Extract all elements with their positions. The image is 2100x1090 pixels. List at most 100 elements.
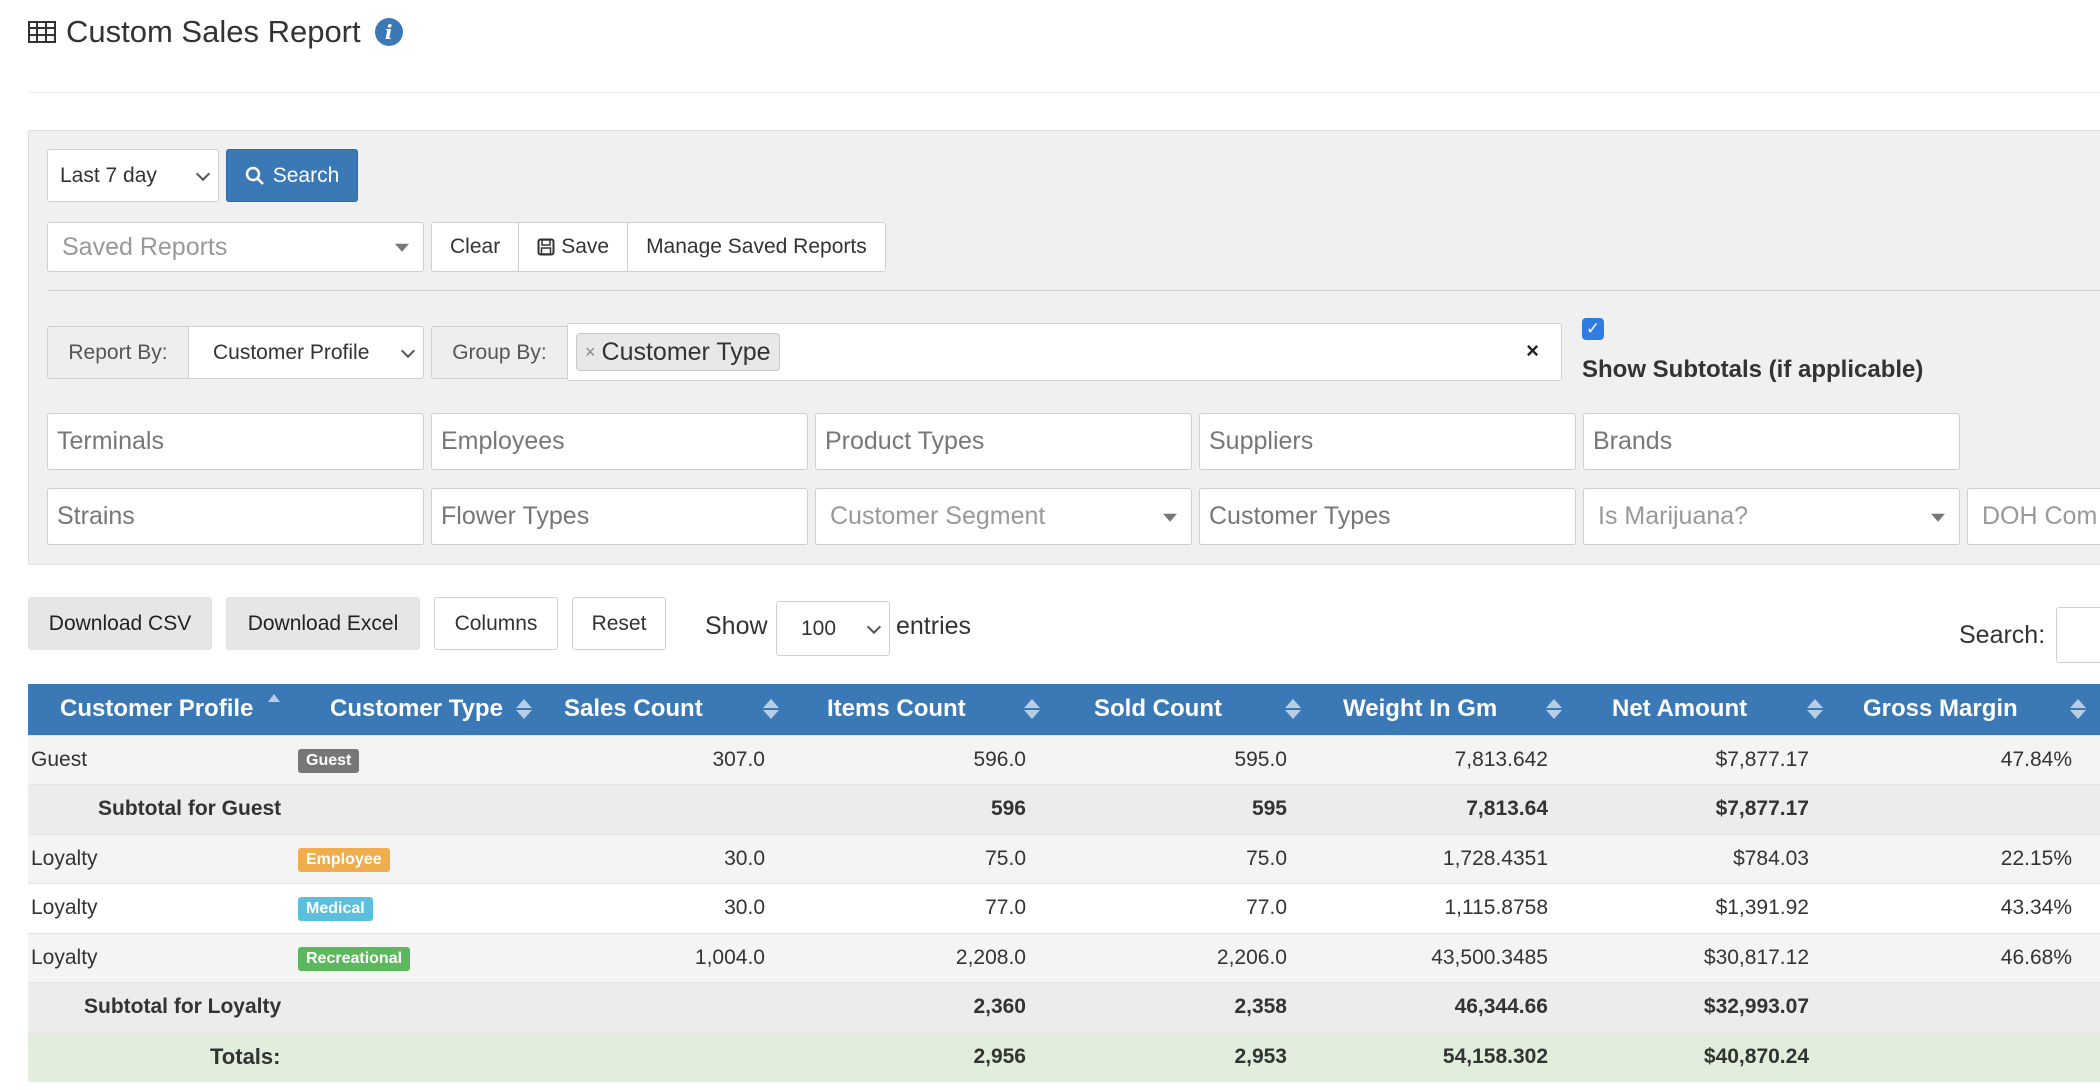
strains-input[interactable]: Strains (47, 488, 424, 545)
customer-type-cell: Guest (298, 734, 546, 785)
column-header-gross-margin[interactable]: Gross Margin (1837, 684, 2100, 735)
totals-row: Totals: 2,956 2,953 54,158.302 $40,870.2… (28, 1031, 2100, 1082)
manage-label: Manage Saved Reports (646, 235, 867, 258)
group-by-tag: × Customer Type (576, 333, 780, 371)
column-header-items-count[interactable]: Items Count (793, 684, 1054, 735)
sales-count-cell (546, 784, 793, 834)
sort-icon (1285, 699, 1301, 720)
subtotal-label: Subtotal for Guest (28, 784, 546, 834)
weight-cell: 1,728.4351 (1315, 833, 1576, 884)
column-header-sold-count[interactable]: Sold Count (1054, 684, 1315, 735)
date-range-select[interactable]: Last 7 day (47, 149, 219, 202)
saved-reports-placeholder: Saved Reports (62, 232, 228, 261)
column-label: Items Count (827, 695, 966, 723)
suppliers-input[interactable]: Suppliers (1199, 413, 1576, 470)
gross-margin-cell (1837, 1031, 2100, 1082)
show-subtotals-checkbox[interactable]: ✓ (1582, 318, 1604, 340)
subtotal-row: Subtotal for Loyalty 2,360 2,358 46,344.… (28, 982, 2100, 1032)
customer-types-input[interactable]: Customer Types (1199, 488, 1576, 545)
search-button-label: Search (272, 163, 340, 187)
sold-count-cell: 77.0 (1054, 883, 1315, 933)
sales-count-cell: 307.0 (546, 734, 793, 785)
customer-profile-cell: Loyalty (28, 833, 298, 884)
customer-type-badge: Guest (298, 748, 360, 773)
customer-type-cell: Recreational (298, 932, 546, 983)
sort-ascending-icon (268, 694, 280, 702)
column-label: Customer Profile (60, 695, 254, 723)
search-icon (245, 166, 264, 185)
sales-count-cell: 30.0 (546, 833, 793, 884)
column-label: Gross Margin (1863, 695, 2018, 723)
column-header-sales-count[interactable]: Sales Count (546, 684, 793, 735)
entries-label: entries (896, 612, 972, 640)
info-icon[interactable]: i (374, 18, 403, 46)
sort-icon (516, 699, 532, 720)
customer-type-badge: Medical (298, 897, 373, 922)
columns-button[interactable]: Columns (434, 597, 558, 650)
download-excel-button[interactable]: Download Excel (226, 597, 420, 650)
weight-cell: 7,813.64 (1315, 784, 1576, 834)
search-button[interactable]: Search (226, 149, 358, 202)
doh-compliant-select[interactable]: DOH Com (1967, 488, 2100, 545)
weight-cell: 1,115.8758 (1315, 883, 1576, 933)
sold-count-cell: 2,358 (1054, 982, 1315, 1032)
show-subtotals-label: Show Subtotals (if applicable) (1582, 356, 1924, 383)
net-amount-cell: $7,877.17 (1576, 734, 1837, 785)
items-count-cell: 2,956 (793, 1031, 1054, 1082)
sold-count-cell: 595.0 (1054, 734, 1315, 785)
sold-count-cell: 2,206.0 (1054, 932, 1315, 983)
column-header-customer-profile[interactable]: Customer Profile (28, 684, 298, 735)
subtotal-row: Subtotal for Guest 596 595 7,813.64 $7,8… (28, 784, 2100, 834)
column-label: Sold Count (1094, 695, 1222, 723)
group-by-select[interactable]: × Customer Type × (567, 323, 1562, 381)
reset-button[interactable]: Reset (572, 597, 666, 650)
entries-select[interactable]: 100 (776, 601, 890, 656)
items-count-cell: 75.0 (793, 833, 1054, 884)
group-by-label-text: Group By: (452, 340, 547, 364)
report-by-select[interactable]: Customer Profile (188, 326, 424, 379)
items-count-cell: 77.0 (793, 883, 1054, 933)
column-header-customer-type[interactable]: Customer Type (298, 684, 546, 735)
column-label: Weight In Gm (1343, 695, 1498, 723)
product-types-input[interactable]: Product Types (815, 413, 1192, 470)
customer-type-badge: Employee (298, 847, 390, 872)
sold-count-cell: 75.0 (1054, 833, 1315, 884)
sales-count-cell: 30.0 (546, 883, 793, 933)
floppy-disk-icon (537, 238, 555, 256)
gross-margin-cell (1837, 784, 2100, 834)
title-divider (28, 92, 2100, 93)
brands-input[interactable]: Brands (1583, 413, 1960, 470)
weight-cell: 43,500.3485 (1315, 932, 1576, 983)
gross-margin-cell: 43.34% (1837, 883, 2100, 933)
panel-divider (47, 290, 2100, 291)
flower-types-input[interactable]: Flower Types (431, 488, 808, 545)
gross-margin-cell: 47.84% (1837, 734, 2100, 785)
column-header-net-amount[interactable]: Net Amount (1576, 684, 1837, 735)
caret-down-icon (1931, 513, 1945, 522)
saved-reports-select[interactable]: Saved Reports (47, 222, 424, 272)
manage-saved-reports-button[interactable]: Manage Saved Reports (628, 223, 885, 271)
subtotal-label: Subtotal for Loyalty (28, 982, 546, 1032)
sales-count-cell (546, 1031, 793, 1082)
gross-margin-cell (1837, 982, 2100, 1032)
net-amount-cell: $1,391.92 (1576, 883, 1837, 933)
table-search-input[interactable] (2056, 607, 2100, 663)
sold-count-cell: 2,953 (1054, 1031, 1315, 1082)
save-button[interactable]: Save (519, 223, 629, 271)
customer-type-cell: Employee (298, 833, 546, 884)
tag-remove-icon[interactable]: × (585, 341, 596, 362)
clear-button[interactable]: Clear (432, 223, 520, 271)
customer-segment-select[interactable]: Customer Segment (815, 488, 1192, 545)
clear-group-by-icon[interactable]: × (1526, 338, 1539, 363)
totals-label: Totals: (28, 1031, 546, 1082)
table-row: Loyalty Recreational 1,004.0 2,208.0 2,2… (28, 932, 2100, 983)
items-count-cell: 2,360 (793, 982, 1054, 1032)
is-marijuana-select[interactable]: Is Marijuana? (1583, 488, 1960, 545)
column-header-weight[interactable]: Weight In Gm (1315, 684, 1576, 735)
weight-cell: 54,158.302 (1315, 1031, 1576, 1082)
employees-input[interactable]: Employees (431, 413, 808, 470)
weight-cell: 7,813.642 (1315, 734, 1576, 785)
terminals-input[interactable]: Terminals (47, 413, 424, 470)
download-csv-button[interactable]: Download CSV (28, 597, 212, 650)
gross-margin-cell: 46.68% (1837, 932, 2100, 983)
